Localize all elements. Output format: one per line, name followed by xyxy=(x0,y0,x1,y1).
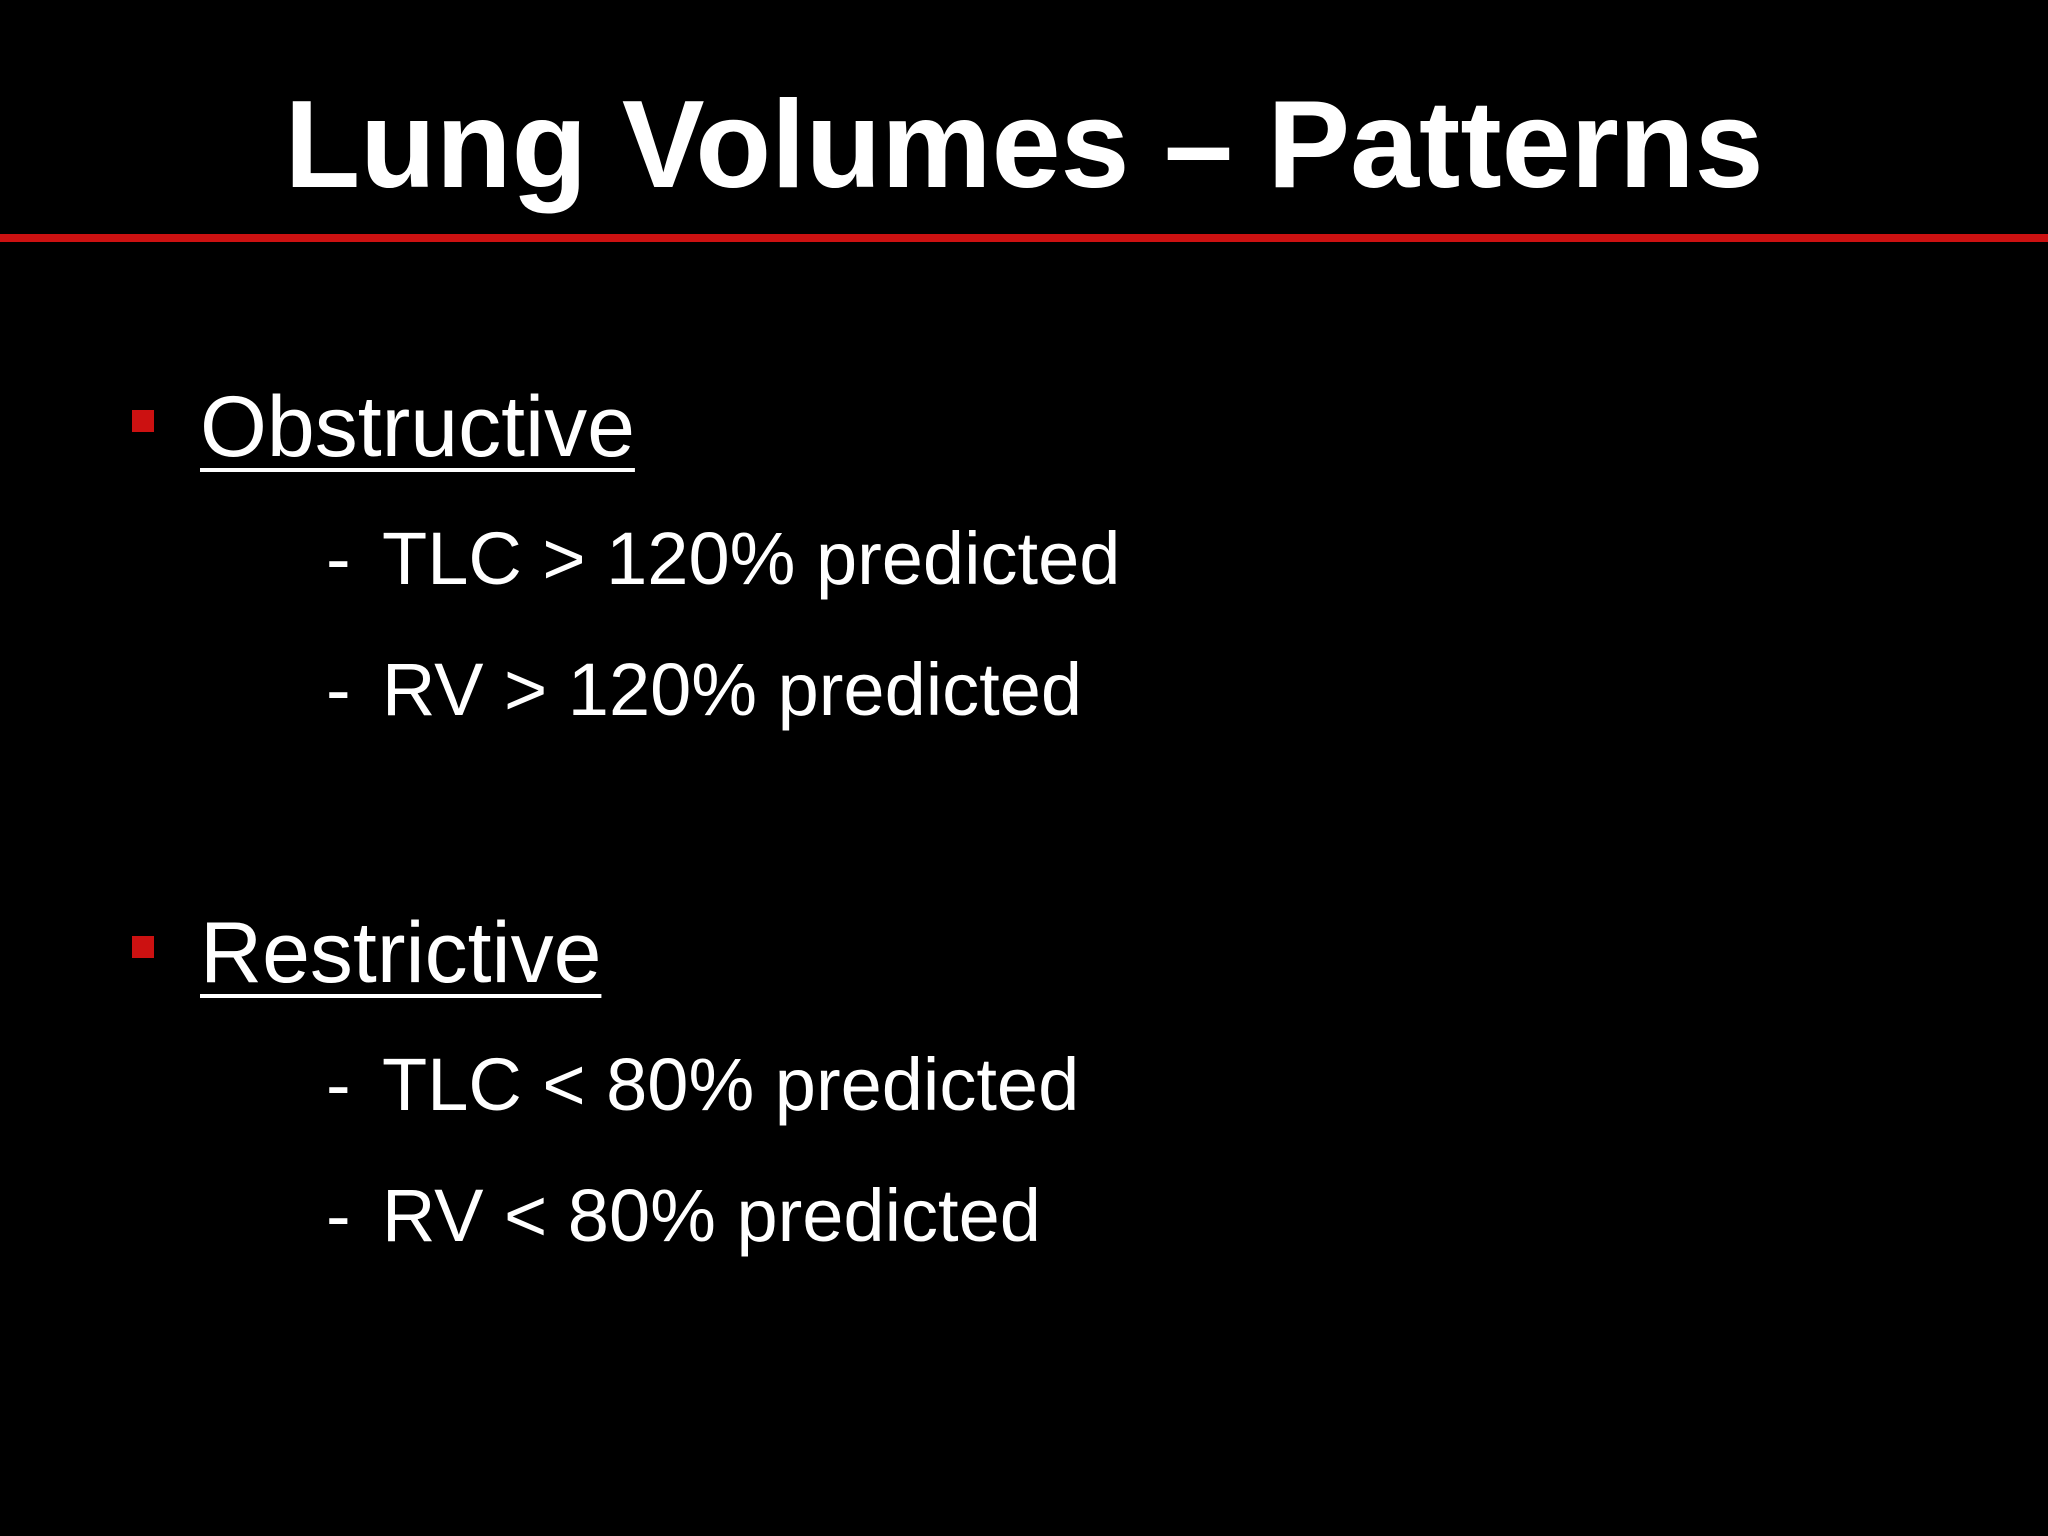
dash-marker: - xyxy=(326,1043,351,1126)
list-item: - TLC > 120% predicted xyxy=(326,509,1120,609)
list-item-text: TLC > 120% predicted xyxy=(382,517,1121,600)
square-bullet-icon xyxy=(132,936,154,958)
section-heading: Obstructive xyxy=(200,379,635,475)
section-restrictive: Restrictive xyxy=(132,898,601,1008)
section-heading: Restrictive xyxy=(200,905,602,1001)
title-divider xyxy=(0,234,2048,242)
list-item: - RV > 120% predicted xyxy=(326,640,1082,740)
list-item: - RV < 80% predicted xyxy=(326,1166,1041,1266)
list-item-text: RV < 80% predicted xyxy=(382,1174,1041,1257)
list-item-text: TLC < 80% predicted xyxy=(382,1043,1080,1126)
list-item-text: RV > 120% predicted xyxy=(382,648,1083,731)
dash-marker: - xyxy=(326,648,351,731)
dash-marker: - xyxy=(326,517,351,600)
dash-marker: - xyxy=(326,1174,351,1257)
section-obstructive: Obstructive xyxy=(132,372,635,482)
list-item: - TLC < 80% predicted xyxy=(326,1035,1079,1135)
slide-title: Lung Volumes – Patterns xyxy=(284,76,1764,214)
square-bullet-icon xyxy=(132,410,154,432)
